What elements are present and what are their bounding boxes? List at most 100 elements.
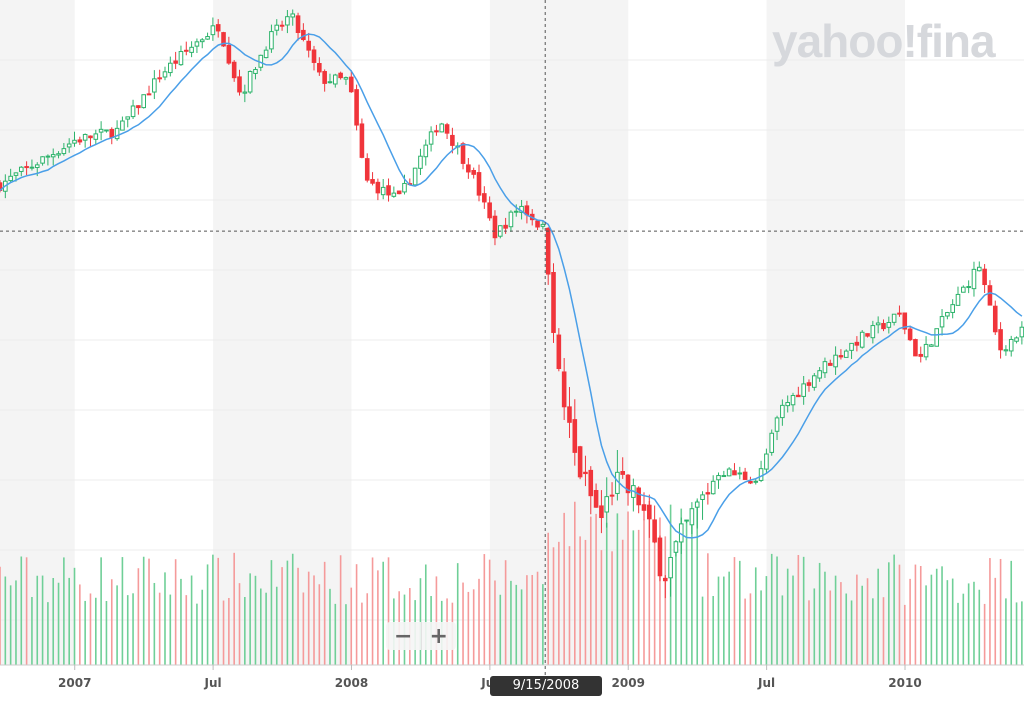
candle-body: [987, 285, 993, 306]
candle: [881, 319, 886, 332]
candle-body: [98, 128, 104, 133]
candle: [295, 12, 301, 41]
candle: [162, 66, 168, 81]
candle-body: [998, 329, 1003, 351]
candle: [364, 153, 370, 183]
candle: [859, 330, 865, 349]
candle: [929, 343, 934, 347]
candle: [945, 311, 950, 320]
candle-body: [859, 331, 865, 348]
candle: [716, 472, 721, 489]
candle: [114, 120, 120, 141]
candle: [955, 286, 961, 306]
candle-body: [737, 472, 743, 475]
candle: [497, 225, 503, 239]
candle: [253, 67, 258, 80]
candle-body: [178, 51, 184, 66]
candle-body: [482, 193, 487, 203]
candle: [24, 161, 29, 176]
candle: [104, 129, 109, 133]
candle: [897, 305, 902, 317]
candle: [178, 45, 184, 66]
candle-body: [662, 577, 668, 582]
candle: [801, 376, 806, 405]
candle-body: [849, 342, 854, 351]
candle: [540, 220, 546, 230]
candle-body: [402, 182, 407, 193]
candle: [322, 69, 327, 92]
candle-body: [93, 133, 99, 140]
candle-body: [710, 480, 716, 495]
candle-body: [152, 78, 157, 93]
candle: [237, 69, 242, 96]
candle: [29, 159, 35, 171]
candle-body: [694, 501, 700, 508]
candle-body: [833, 354, 838, 368]
candle: [886, 316, 892, 334]
candle: [657, 535, 663, 582]
candle-body: [412, 167, 418, 186]
candle: [662, 575, 668, 599]
candle: [439, 122, 445, 133]
candle: [348, 70, 354, 93]
candle-body: [338, 72, 343, 79]
candle: [939, 309, 945, 336]
zoom-in-button[interactable]: +: [429, 623, 448, 649]
candle: [710, 475, 716, 495]
candle-body: [444, 124, 450, 134]
candle: [705, 483, 711, 505]
candle: [535, 219, 540, 231]
candle-body: [982, 268, 987, 286]
candle-body: [29, 166, 35, 169]
candle: [263, 46, 269, 59]
candle-body: [45, 155, 51, 158]
candle-body: [253, 69, 258, 74]
candle: [907, 325, 913, 342]
candle: [556, 328, 562, 372]
candle: [40, 156, 45, 166]
crosshair-date-label: 9/15/2008: [490, 676, 602, 696]
candle: [130, 99, 136, 120]
candle-body: [88, 135, 93, 139]
candle-body: [471, 170, 476, 175]
candle: [189, 41, 194, 58]
zoom-controls: − +: [386, 622, 456, 650]
candle-body: [721, 475, 727, 478]
candle-body: [599, 505, 604, 519]
candle-body: [290, 13, 296, 18]
candle: [923, 336, 929, 361]
candle-body: [77, 139, 83, 143]
candle: [72, 131, 77, 147]
candle: [913, 338, 918, 357]
candle-body: [487, 202, 492, 219]
candle-body: [343, 77, 349, 80]
candle-body: [961, 286, 966, 293]
candle-body: [263, 49, 269, 59]
candle: [460, 141, 466, 170]
candle: [221, 31, 226, 47]
candle: [870, 320, 876, 344]
candle: [732, 463, 737, 476]
candle-body: [8, 175, 13, 182]
candle-body: [891, 313, 897, 323]
x-tick-label: 2009: [612, 676, 645, 690]
candle-body: [173, 60, 178, 64]
candle: [226, 36, 232, 65]
candle-body: [540, 223, 546, 227]
candle-body: [822, 361, 828, 374]
candle: [865, 333, 870, 338]
candle-body: [231, 61, 237, 79]
candle: [476, 164, 482, 202]
zoom-out-button[interactable]: −: [386, 622, 422, 650]
candle: [875, 316, 881, 334]
candle-body: [609, 494, 615, 497]
candle-body: [966, 286, 971, 289]
candle: [891, 313, 897, 326]
candle: [333, 73, 338, 88]
candle: [487, 196, 492, 221]
candle-body: [269, 31, 274, 50]
candle-body: [306, 40, 311, 51]
candle: [455, 142, 461, 155]
candle: [146, 85, 152, 96]
